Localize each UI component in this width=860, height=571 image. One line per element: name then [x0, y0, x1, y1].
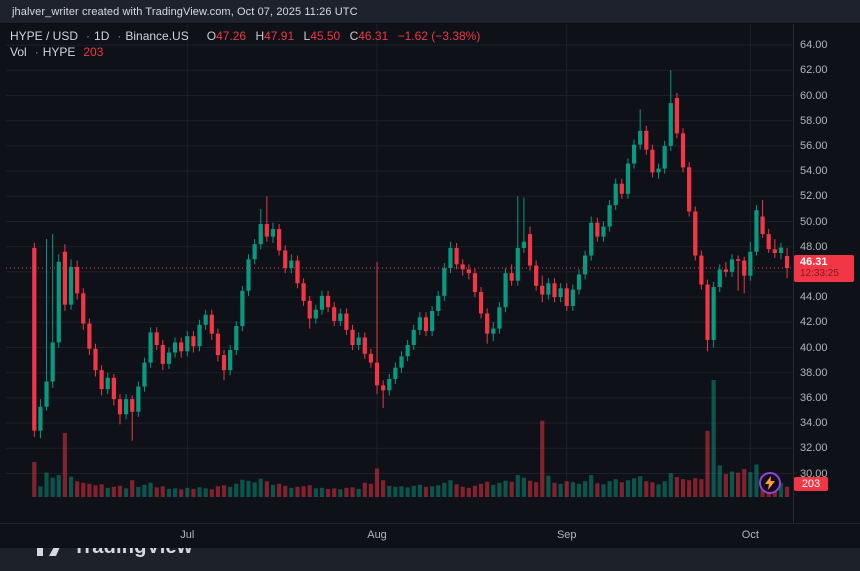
price-tick-label: 44.00 [800, 291, 828, 304]
price-tick-label: 34.00 [800, 417, 828, 430]
volume-symbol: HYPE [42, 45, 76, 59]
price-tick-label: 30.00 [800, 467, 828, 480]
price-tick-label: 38.00 [800, 366, 828, 379]
price-axis-separator [793, 24, 794, 524]
legend-symbol-row: HYPE / USD · 1D · Binance.US O47.26 H47.… [10, 29, 481, 43]
attribution-bar: jhalver_writer created with TradingView.… [0, 0, 860, 24]
interval-label: 1D [94, 29, 110, 43]
volume-label: Vol [10, 45, 27, 59]
bar-countdown: 12:33:25 [800, 268, 839, 279]
price-tick-label: 54.00 [800, 165, 828, 178]
price-tick-label: 56.00 [800, 139, 828, 152]
price-tick-label: 52.00 [800, 190, 828, 203]
month-label: Oct [741, 529, 759, 541]
month-label: Sep [556, 529, 577, 541]
last-price-value: 46.31 [800, 256, 828, 268]
price-tick-label: 60.00 [800, 89, 828, 102]
price-tick-label: 36.00 [800, 391, 828, 404]
price-tick-label: 58.00 [800, 114, 828, 127]
close-value: 46.31 [358, 29, 389, 43]
low-value: 45.50 [310, 29, 341, 43]
lightning-bolt-glyph [765, 476, 775, 490]
lightning-boost-icon[interactable] [759, 472, 781, 494]
time-axis[interactable]: Jul Aug Sep Oct [0, 523, 860, 548]
volume-value: 203 [83, 45, 104, 59]
volume-axis-badge: 203 [794, 477, 828, 491]
attribution-text: jhalver_writer created with TradingView.… [12, 5, 358, 18]
chart-canvas[interactable] [0, 24, 860, 524]
symbol-name: HYPE / USD [10, 29, 79, 43]
price-tick-label: 50.00 [800, 215, 828, 228]
open-value: 47.26 [216, 29, 247, 43]
last-price-badge: 46.31 12:33:25 [794, 255, 854, 282]
month-label: Jul [180, 529, 195, 541]
chart-pane[interactable]: HYPE / USD · 1D · Binance.US O47.26 H47.… [0, 24, 860, 548]
price-tick-label: 48.00 [800, 240, 828, 253]
price-tick-label: 42.00 [800, 316, 828, 329]
price-tick-label: 62.00 [800, 64, 828, 77]
change-value: −1.62 (−3.38%) [397, 29, 481, 43]
high-value: 47.91 [264, 29, 295, 43]
price-tick-label: 32.00 [800, 442, 828, 455]
ohlc-values: O47.26 H47.91 L45.50 C46.31 −1.62 (−3.38… [206, 29, 481, 43]
exchange-label: Binance.US [125, 29, 189, 43]
legend-volume-row: Vol · HYPE 203 [10, 45, 104, 59]
month-label: Aug [367, 529, 387, 541]
chart-legend: HYPE / USD · 1D · Binance.US O47.26 H47.… [10, 28, 480, 60]
price-tick-label: 40.00 [800, 341, 828, 354]
price-tick-label: 64.00 [800, 39, 828, 52]
